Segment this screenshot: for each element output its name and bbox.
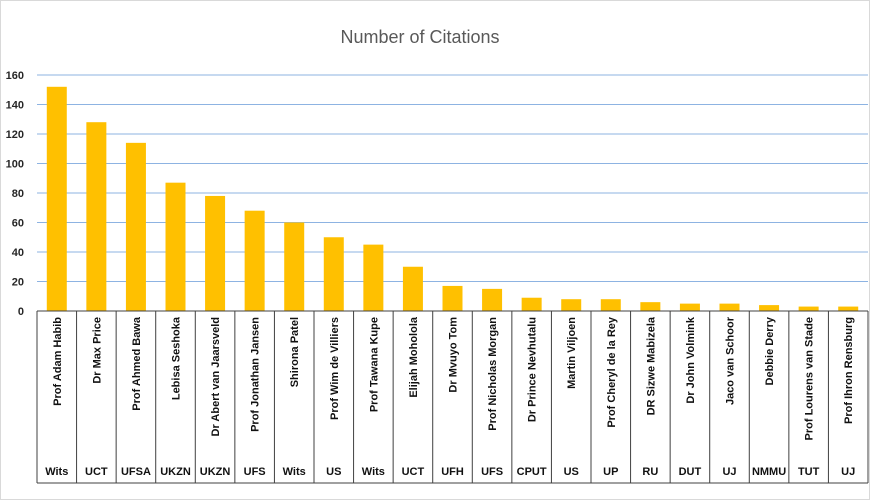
bar	[561, 299, 582, 311]
x-category-label: Lebisa Seshoka	[171, 316, 183, 400]
bar	[719, 303, 740, 311]
y-tick-label: 80	[12, 188, 24, 200]
bar	[165, 182, 186, 311]
institution-label: TUT	[798, 466, 820, 478]
institution-label: UJ	[722, 466, 736, 478]
institution-label: CPUT	[517, 466, 547, 478]
chart-title: Number of Citations	[340, 27, 500, 47]
bar	[402, 266, 423, 311]
bar	[442, 285, 463, 311]
y-tick-label: 20	[12, 277, 24, 289]
x-category-label: Shirona Patel	[289, 317, 301, 387]
bar	[679, 303, 700, 311]
bar	[125, 142, 146, 311]
bar	[284, 222, 305, 311]
bar	[323, 237, 344, 311]
x-category-label: Jaco van Schoor	[725, 316, 737, 405]
y-tick-label: 160	[6, 70, 24, 82]
institution-label: UP	[603, 466, 618, 478]
institution-label: UFSA	[121, 466, 151, 478]
y-tick-label: 60	[12, 218, 24, 230]
x-category-label: Debbie Derry	[764, 316, 776, 385]
x-category-label: Dr Mvuyo Tom	[448, 317, 460, 393]
y-tick-label: 100	[6, 159, 24, 171]
bar	[86, 122, 107, 311]
x-category-label: Dr John Volmink	[685, 316, 697, 403]
institution-label: UJ	[841, 466, 855, 478]
institution-label: UCT	[402, 466, 425, 478]
y-tick-label: 120	[6, 129, 24, 141]
institution-label: UCT	[85, 466, 108, 478]
x-category-label: Dr Abert van Jaarsveld	[210, 317, 222, 436]
institution-label: DUT	[679, 466, 702, 478]
y-tick-label: 40	[12, 247, 24, 259]
bar	[798, 306, 819, 311]
institution-label: NMMU	[752, 466, 786, 478]
x-category-label: DR Sizwe Mabizela	[645, 316, 657, 415]
institution-label: US	[564, 466, 579, 478]
institution-label: UKZN	[200, 466, 231, 478]
bar	[205, 195, 226, 311]
bar	[482, 288, 503, 311]
institution-label: RU	[642, 466, 658, 478]
bar	[521, 297, 542, 311]
x-category-label: Prof Adam Habib	[52, 317, 64, 406]
bar	[244, 210, 265, 311]
institution-label: Wits	[45, 466, 68, 478]
x-category-label: Prof Jonathan Jansen	[250, 317, 262, 432]
x-category-label: Martin Viljoen	[566, 317, 578, 389]
institution-label: Wits	[283, 466, 306, 478]
x-category-label: Prof Cheryl de la Rey	[606, 316, 618, 428]
x-category-label: Prof Nicholas Morgan	[487, 317, 499, 431]
x-category-label: Prof Tawana Kupe	[368, 317, 380, 412]
institution-label: Wits	[362, 466, 385, 478]
x-category-label: Elijah Moholola	[408, 316, 420, 398]
x-category-label: Dr Prince Nevhutalu	[527, 317, 539, 422]
x-category-label: Prof Wim de Villiers	[329, 317, 341, 420]
y-tick-label: 140	[6, 100, 24, 112]
institution-label: UFS	[481, 466, 503, 478]
bar	[640, 302, 661, 311]
institution-label: US	[326, 466, 341, 478]
y-tick-label: 0	[18, 306, 24, 318]
institution-label: UKZN	[160, 466, 191, 478]
bar	[363, 244, 384, 311]
institution-label: UFS	[244, 466, 266, 478]
bar	[759, 305, 780, 311]
bar	[600, 299, 621, 311]
x-category-label: Prof Lourens van Stade	[804, 317, 816, 440]
institution-label: UFH	[441, 466, 464, 478]
x-category-label: Prof Ihron Rensburg	[843, 317, 855, 424]
x-category-label: Prof Ahmed Bawa	[131, 316, 143, 411]
bar	[838, 306, 859, 311]
bar	[46, 86, 67, 311]
x-category-label: Dr Max Price	[91, 317, 103, 384]
